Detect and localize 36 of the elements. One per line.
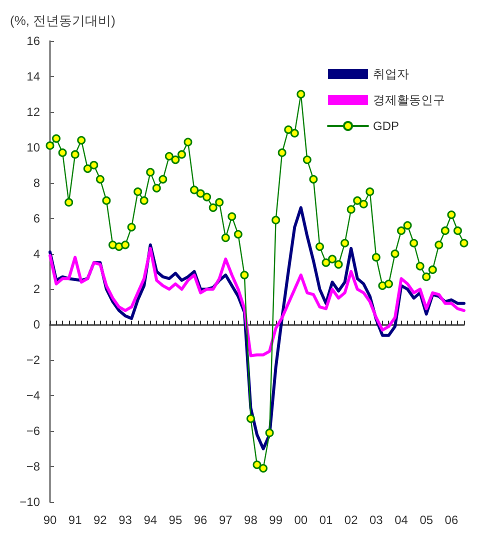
y-tick-label: −4 [26, 388, 40, 403]
y-tick-label: 6 [33, 211, 40, 226]
y-tick-label: 16 [26, 34, 40, 48]
y-tick-label: 0 [33, 318, 40, 332]
y-tick-label: −6 [26, 424, 40, 438]
x-tick-label: 99 [269, 513, 283, 527]
x-tick-label: 95 [168, 513, 182, 527]
legend-label: 경제활동인구 [373, 93, 445, 107]
x-tick-label: 02 [344, 513, 358, 527]
x-tick-label: 90 [43, 513, 57, 527]
y-tick-label: 14 [26, 69, 40, 84]
x-tick-label: 97 [218, 513, 233, 527]
x-tick-label: 92 [94, 513, 108, 527]
x-tick-label: 03 [370, 513, 384, 527]
line-series [48, 246, 466, 358]
x-tick-label: 98 [244, 513, 258, 527]
x-tick-label: 91 [68, 513, 82, 527]
y-tick-label: 12 [26, 104, 40, 119]
y-tick-label: −2 [26, 353, 40, 368]
x-tick-label: 96 [194, 513, 208, 527]
y-tick-label: 2 [33, 282, 40, 296]
y-axis-title: (%, 전년동기대비) [10, 13, 116, 28]
y-tick-label: 10 [26, 140, 40, 154]
x-tick-label: 94 [144, 513, 158, 527]
y-tick-label: −8 [26, 460, 40, 474]
legend-label: GDP [373, 119, 400, 133]
x-tick-label: 93 [118, 513, 132, 527]
x-tick-label: 05 [420, 513, 434, 527]
legend-label: 취업자 [373, 67, 409, 81]
x-tick-label: 06 [444, 513, 458, 527]
y-tick-label: 8 [33, 176, 40, 190]
y-tick-label: 4 [33, 246, 40, 261]
x-tick-label: 01 [319, 513, 333, 527]
y-tick-label: −10 [20, 495, 40, 509]
x-tick-label: 04 [394, 513, 408, 527]
x-tick-label: 00 [294, 513, 308, 527]
